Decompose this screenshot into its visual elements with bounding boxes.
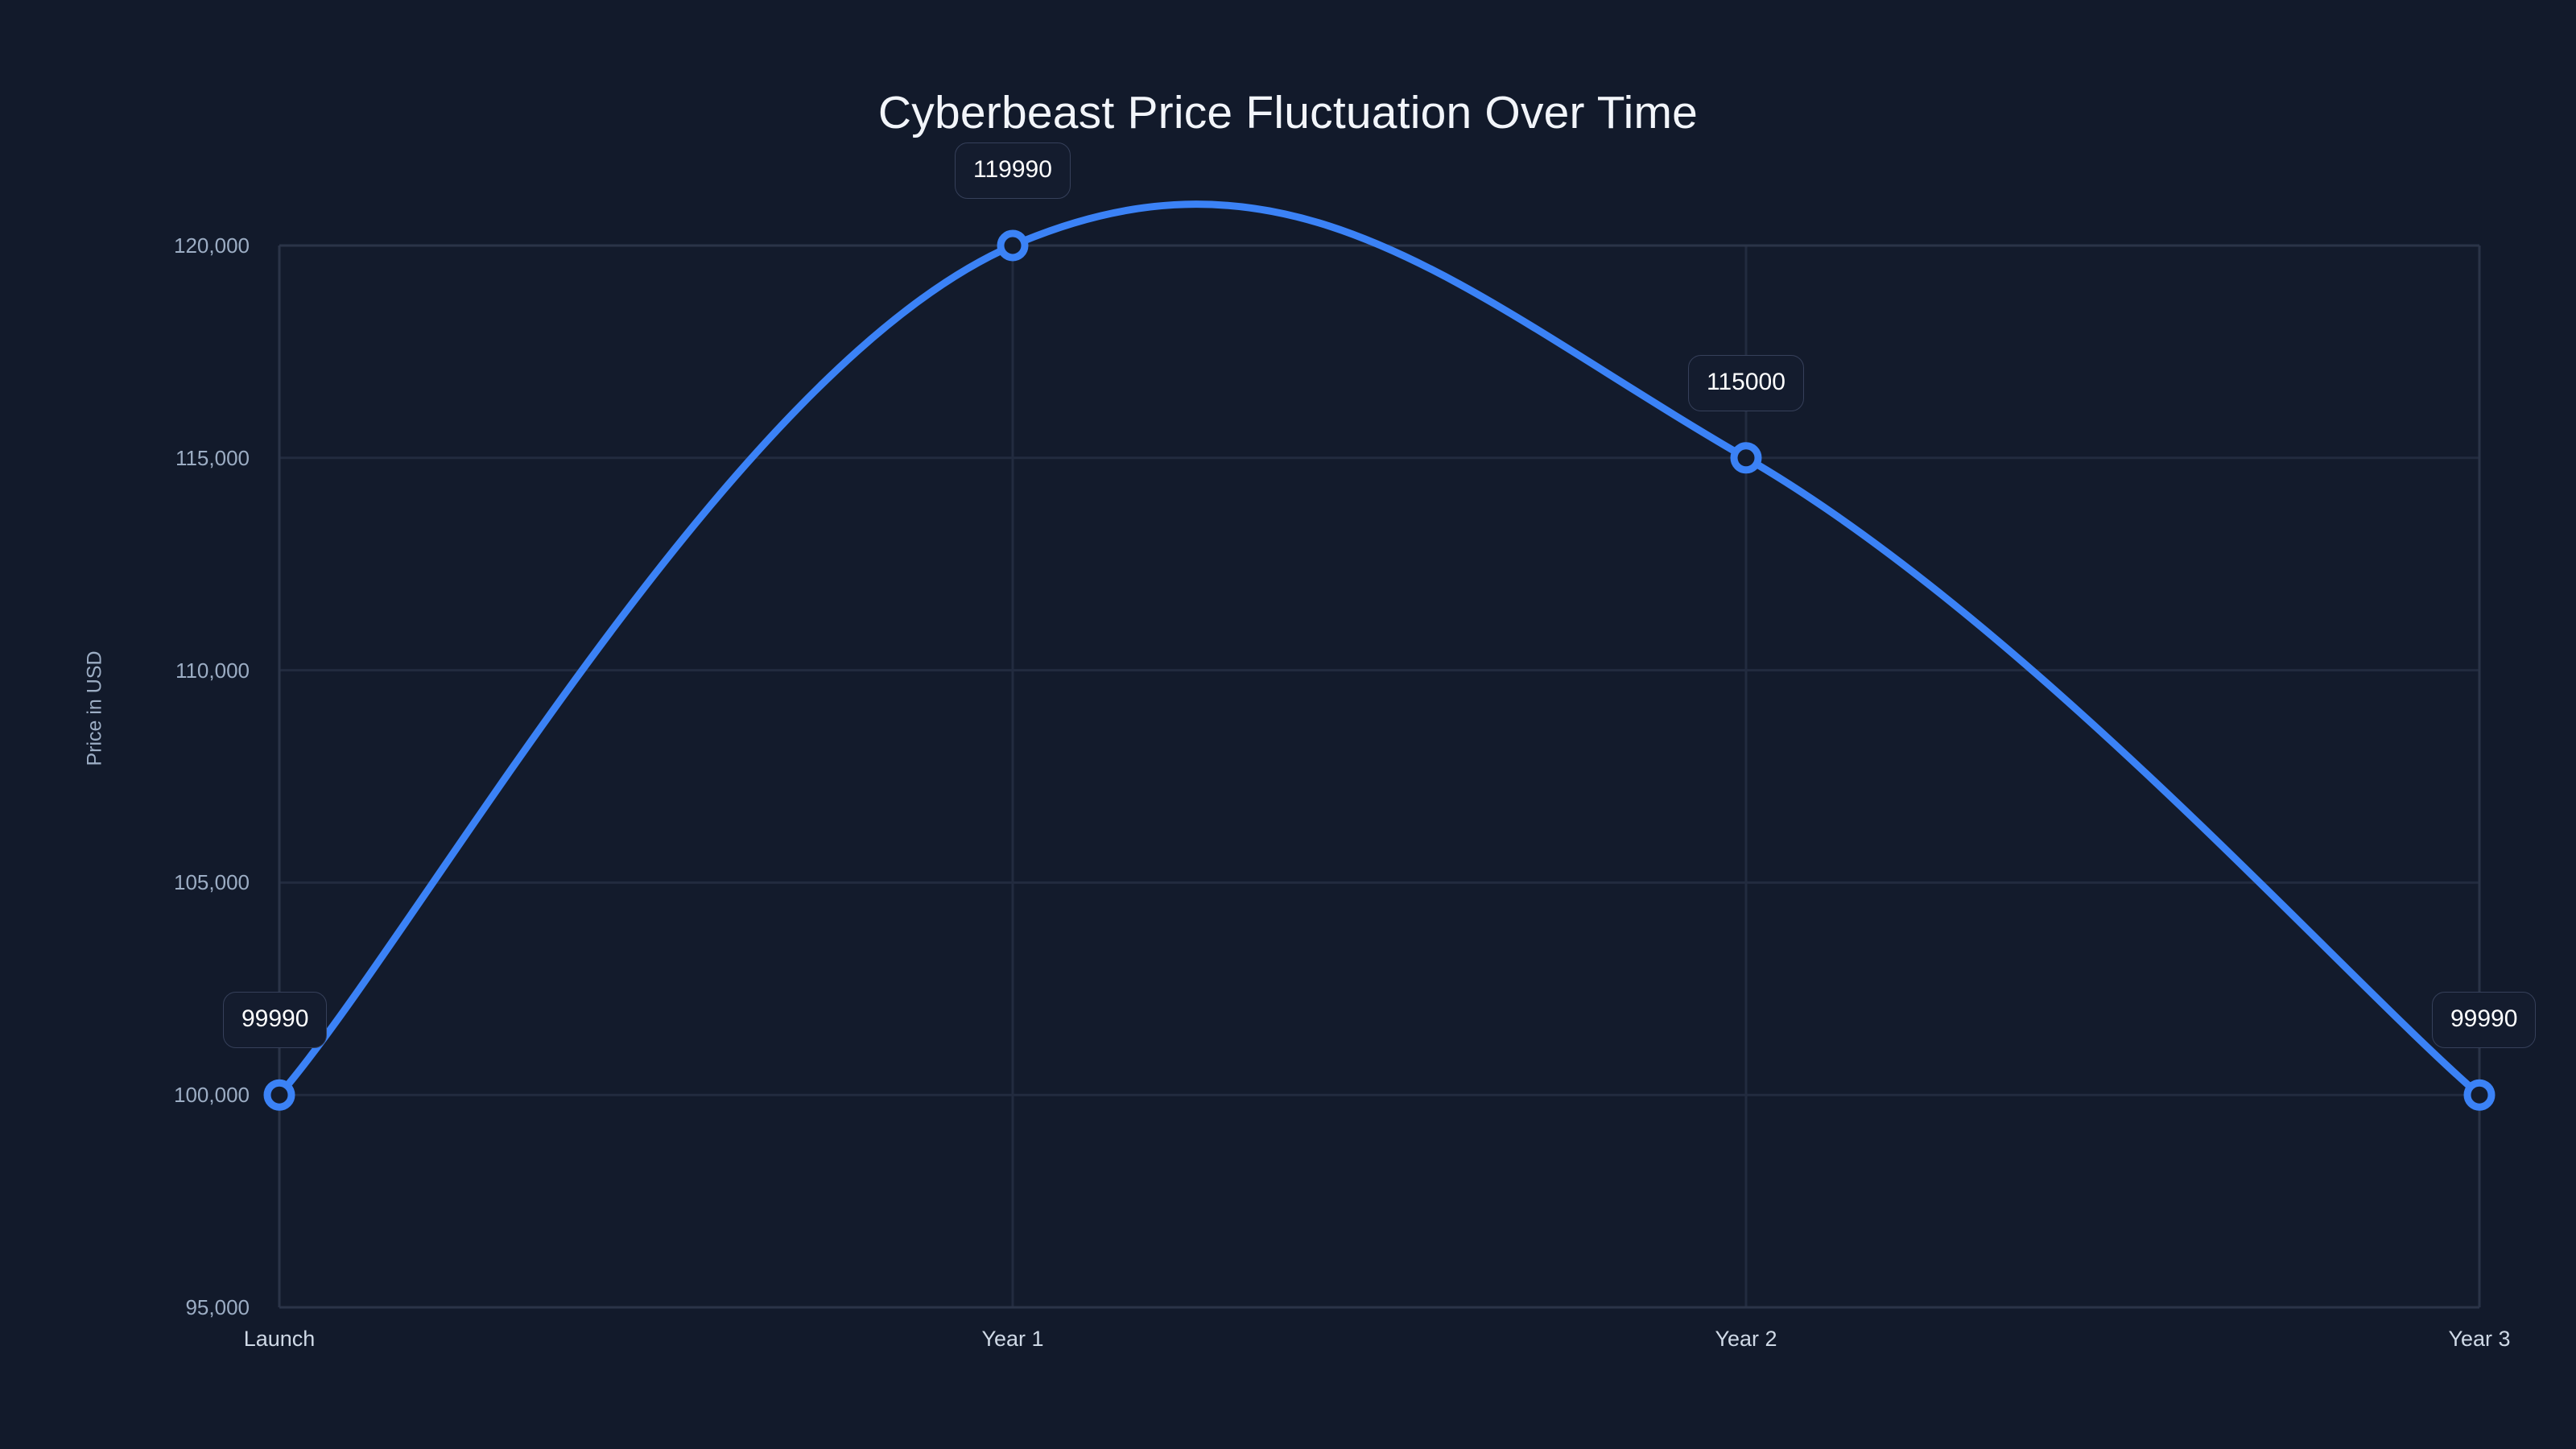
x-axis-tick-label: Launch	[243, 1327, 316, 1351]
data-point-tooltip: 119990	[955, 142, 1071, 199]
plot-area	[279, 246, 2479, 1307]
y-axis-tick-label: 95,000	[185, 1295, 250, 1319]
axis-lines	[278, 244, 2481, 1309]
data-point-tooltip: 99990	[223, 992, 328, 1048]
y-axis-tick-label: 110,000	[175, 658, 250, 683]
data-point-marker[interactable]	[263, 1079, 295, 1111]
data-point-marker[interactable]	[1730, 442, 1762, 474]
y-axis-tick-label: 120,000	[174, 233, 250, 258]
data-point-tooltip: 99990	[2432, 992, 2537, 1048]
y-axis-tick-label: 105,000	[174, 870, 250, 895]
y-axis-tick-label: 115,000	[175, 445, 250, 470]
x-axis-tick-label: Year 2	[1715, 1327, 1777, 1351]
data-point-marker[interactable]	[997, 229, 1029, 262]
x-axis-tick-label: Year 3	[2448, 1327, 2511, 1351]
x-axis-tick-label: Year 1	[981, 1327, 1044, 1351]
y-axis-tick-label: 100,000	[174, 1083, 250, 1108]
data-point-tooltip: 115000	[1688, 355, 1804, 411]
page-title: Cyberbeast Price Fluctuation Over Time	[877, 87, 1699, 138]
data-point-markers[interactable]	[263, 229, 2496, 1111]
data-line	[275, 200, 2483, 1099]
data-point-marker[interactable]	[2463, 1079, 2496, 1111]
y-axis-title: Price in USD	[83, 650, 106, 766]
